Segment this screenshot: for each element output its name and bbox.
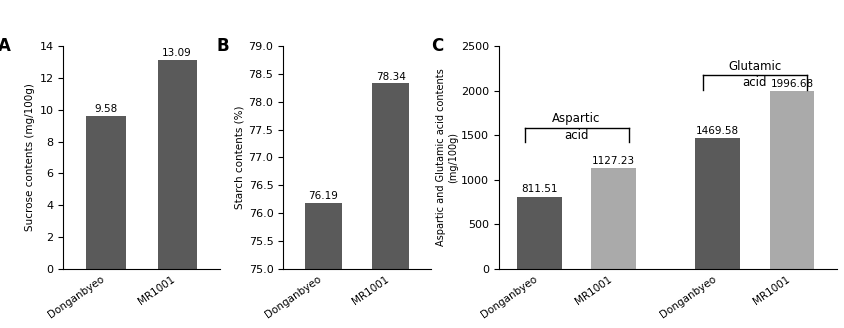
Text: 811.51: 811.51 [521, 184, 557, 194]
Text: acid: acid [564, 129, 588, 142]
Text: Glutamic: Glutamic [728, 60, 781, 73]
Text: A: A [0, 37, 11, 55]
Bar [157, 60, 197, 269]
Bar [695, 138, 739, 269]
Bar [371, 83, 408, 328]
Text: acid: acid [742, 76, 766, 89]
Text: 76.19: 76.19 [308, 192, 338, 201]
Bar [769, 91, 814, 269]
Text: B: B [216, 37, 229, 55]
Y-axis label: Sucrose contents (mg/100g): Sucrose contents (mg/100g) [25, 84, 35, 231]
Text: 13.09: 13.09 [162, 48, 192, 58]
Text: 9.58: 9.58 [95, 104, 117, 114]
Text: 1996.68: 1996.68 [770, 79, 813, 89]
Text: Aspartic: Aspartic [552, 112, 600, 125]
Bar [305, 203, 342, 328]
Text: 1469.58: 1469.58 [695, 126, 738, 135]
Text: 1127.23: 1127.23 [592, 156, 635, 166]
Bar [591, 168, 636, 269]
Text: C: C [430, 37, 442, 55]
Y-axis label: Aspartic and Glutamic acid contents
(mg/100g): Aspartic and Glutamic acid contents (mg/… [436, 69, 457, 246]
Bar [517, 196, 561, 269]
Bar [86, 116, 126, 269]
Text: 78.34: 78.34 [376, 72, 405, 82]
Y-axis label: Starch contents (%): Starch contents (%) [234, 106, 244, 209]
